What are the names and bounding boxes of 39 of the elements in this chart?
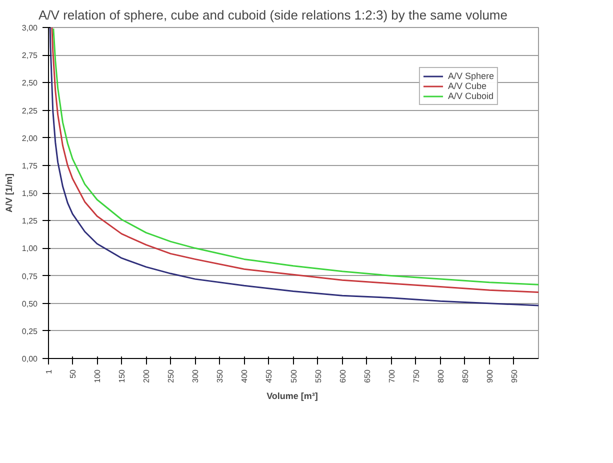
chart-title: A/V relation of sphere, cube and cuboid (side relations 1:2:3) by the same volume	[38, 8, 508, 22]
x-tick-label: 600	[338, 368, 348, 383]
y-tick-label: 0,50	[22, 299, 38, 308]
legend-label: A/V Sphere	[448, 71, 494, 81]
y-tick-label: 1,75	[22, 161, 38, 170]
x-tick-label: 100	[93, 368, 102, 383]
y-tick-label: 2,75	[22, 51, 38, 60]
x-axis-title: Volume [m³]	[266, 390, 318, 401]
x-tick-label: 250	[166, 368, 176, 383]
x-tick-label: 1	[44, 368, 54, 374]
y-tick-label: 0,00	[22, 354, 38, 364]
x-tick-label: 450	[264, 368, 274, 383]
x-tick-label: 700	[387, 368, 396, 383]
x-tick-label: 950	[510, 368, 519, 383]
x-tick-label: 200	[142, 368, 152, 383]
y-tick-label: 0,25	[22, 326, 38, 336]
x-tick-label: 900	[485, 368, 494, 383]
x-tick-label: 800	[436, 368, 446, 383]
x-tick-label: 750	[412, 368, 421, 383]
x-tick-label: 550	[314, 368, 323, 383]
x-tick-label: 150	[118, 368, 127, 383]
y-tick-label: 0,75	[22, 272, 38, 281]
y-tick-label: 2,50	[22, 78, 38, 88]
legend-label: A/V Cube	[448, 81, 486, 91]
y-tick-label: 2,25	[22, 106, 38, 116]
x-tick-label: 650	[362, 368, 372, 383]
x-tick-label: 300	[191, 368, 200, 383]
x-tick-label: 850	[460, 368, 470, 383]
y-axis-title: A/V [1/m]	[4, 173, 14, 213]
x-tick-label: 500	[289, 368, 298, 383]
x-tick-label: 350	[216, 368, 225, 383]
x-tick-label: 400	[240, 368, 250, 383]
y-tick-label: 2,00	[22, 134, 38, 143]
y-tick-label: 1,00	[22, 244, 38, 254]
y-tick-label: 1,25	[22, 216, 38, 226]
y-tick-label: 1,50	[22, 189, 38, 198]
y-tick-label: 3,00	[22, 24, 38, 32]
x-tick-label: 50	[68, 368, 78, 378]
legend-label: A/V Cuboid	[448, 91, 494, 101]
